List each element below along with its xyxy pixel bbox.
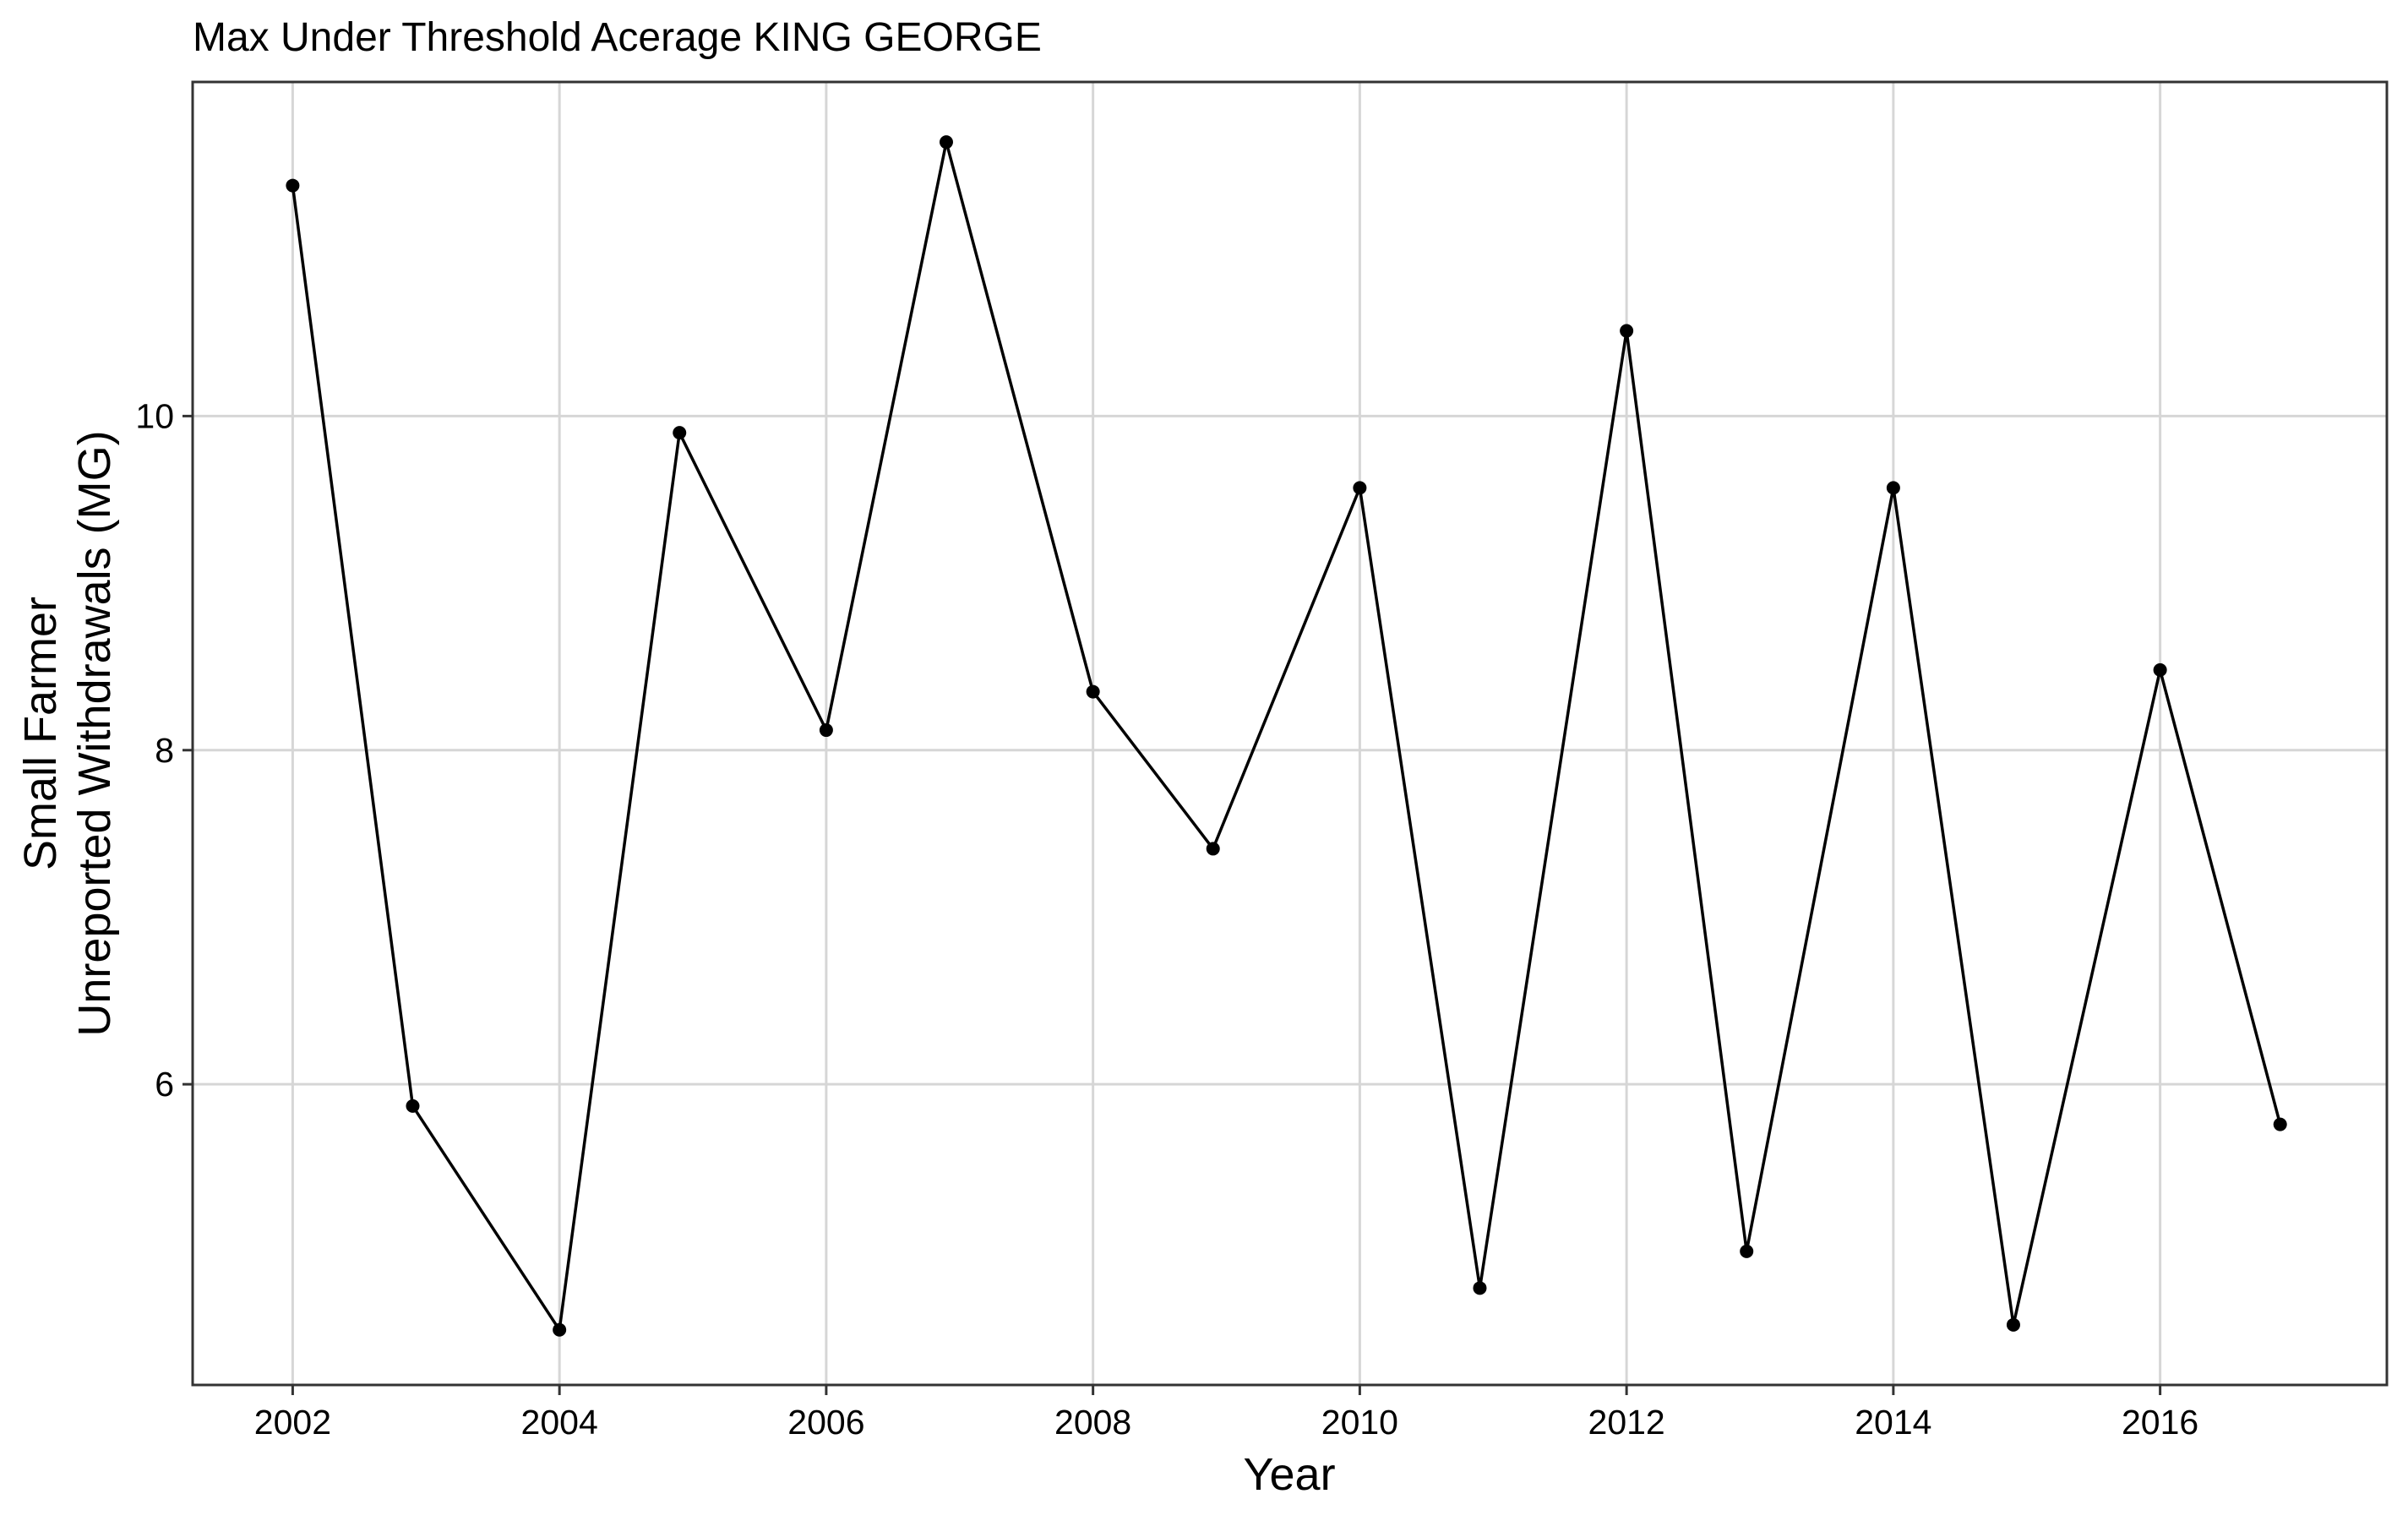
data-point <box>406 1098 420 1113</box>
x-tick-label: 2014 <box>1855 1403 1931 1442</box>
x-tick-label: 2002 <box>254 1403 331 1442</box>
x-tick-label: 2012 <box>1588 1403 1665 1442</box>
x-tick-label: 2016 <box>2122 1403 2198 1442</box>
data-point <box>673 426 687 440</box>
data-point <box>1740 1244 1754 1258</box>
data-point <box>286 178 300 193</box>
x-axis-title: Year <box>1243 1449 1335 1500</box>
data-point <box>819 723 833 738</box>
series-layer <box>286 135 2287 1337</box>
data-point <box>1086 684 1100 699</box>
data-point <box>1620 324 1634 338</box>
data-point <box>1473 1281 1487 1295</box>
y-axis-title-line-2: Unreported Withdrawals (MG) <box>69 430 120 1036</box>
y-tick-label: 8 <box>155 731 174 770</box>
plot-panel-border <box>191 80 2389 1387</box>
y-tick-label: 6 <box>155 1065 174 1104</box>
series-line <box>291 140 2282 1332</box>
chart-title: Max Under Threshold Acerage KING GEORGE <box>193 15 1042 60</box>
data-point <box>2153 662 2167 677</box>
grid-layer <box>193 82 2387 1385</box>
x-tick-label: 2006 <box>787 1403 864 1442</box>
data-point <box>553 1322 567 1337</box>
x-tick-label: 2004 <box>521 1403 598 1442</box>
y-axis-title: Small Farmer Unreported Withdrawals (MG) <box>15 430 120 1036</box>
data-point <box>1886 481 1900 495</box>
data-point <box>2006 1317 2020 1332</box>
data-point <box>2273 1117 2287 1131</box>
y-axis-title-line-1: Small Farmer <box>15 597 66 870</box>
y-tick-label: 10 <box>135 396 174 435</box>
data-point <box>1353 481 1367 495</box>
tick-layer: 2002 2004 2006 2008 2010 2012 2014 2016 6 8 10 <box>135 396 2198 1442</box>
data-point <box>1206 842 1220 856</box>
x-tick-label: 2008 <box>1054 1403 1131 1442</box>
data-point <box>939 135 953 150</box>
x-tick-label: 2010 <box>1321 1403 1398 1442</box>
